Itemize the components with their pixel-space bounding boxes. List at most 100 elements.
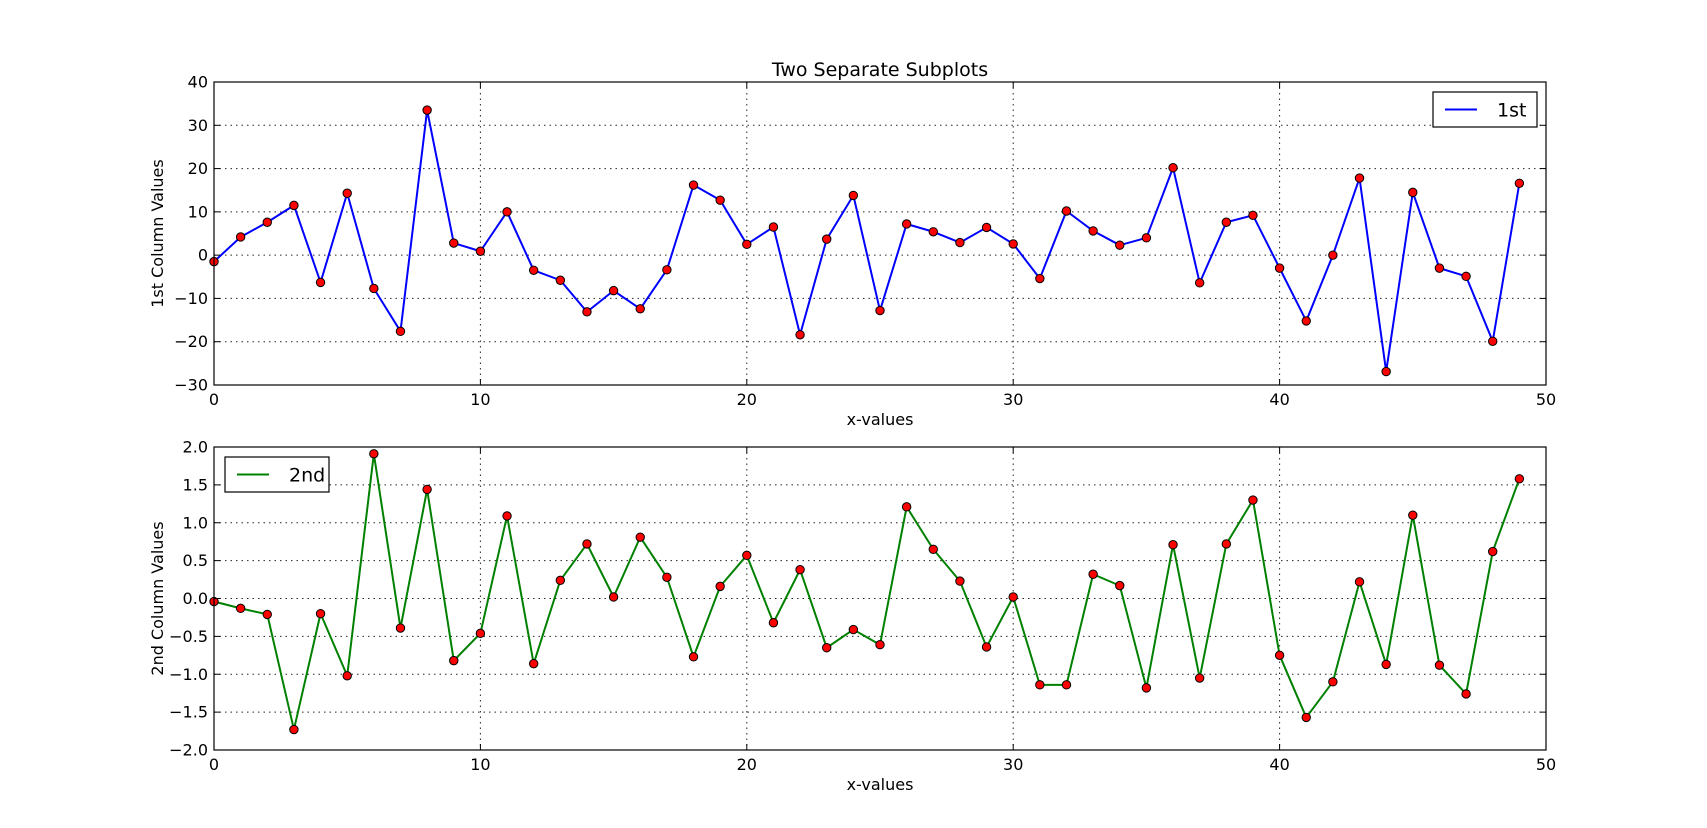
data-point bbox=[848, 624, 859, 635]
data-point bbox=[1461, 271, 1471, 282]
data-point bbox=[795, 565, 805, 575]
subplot-top: 0 10 20 30 40 50 −30 −20 −10 0 10 20 30 40 x-values 1st… bbox=[148, 73, 1556, 430]
data-point bbox=[1301, 712, 1311, 723]
data-point bbox=[422, 484, 432, 495]
data-point bbox=[555, 275, 566, 285]
data-point bbox=[928, 544, 938, 554]
y-tick-label: 20 bbox=[188, 159, 208, 178]
data-point bbox=[635, 304, 645, 314]
plot-frame bbox=[213, 81, 1547, 386]
data-point bbox=[795, 330, 805, 340]
y-tick-label: −0.5 bbox=[169, 627, 208, 646]
data-point bbox=[262, 217, 272, 227]
data-point bbox=[955, 576, 965, 586]
data-point bbox=[635, 532, 645, 542]
data-point bbox=[1381, 366, 1391, 377]
data-point bbox=[1434, 660, 1445, 670]
data-point bbox=[1301, 316, 1311, 326]
data-point bbox=[342, 188, 352, 198]
data-point bbox=[822, 234, 832, 244]
data-point bbox=[1194, 673, 1205, 683]
data-point bbox=[1488, 546, 1498, 557]
data-point bbox=[1408, 510, 1418, 520]
data-point bbox=[1221, 217, 1232, 227]
data-point bbox=[1221, 539, 1232, 549]
y-axis-label: 1st Column Values bbox=[148, 159, 167, 308]
data-point bbox=[928, 227, 938, 237]
data-point bbox=[1141, 683, 1152, 693]
y-tick-label: −2.0 bbox=[169, 741, 208, 760]
data-point bbox=[395, 623, 406, 633]
data-point bbox=[901, 219, 912, 229]
data-point bbox=[1514, 474, 1525, 484]
x-tick-label: 20 bbox=[737, 390, 757, 409]
series-line-2nd bbox=[213, 452, 1521, 731]
data-point bbox=[528, 658, 539, 669]
chart-title: Two Separate Subplots bbox=[771, 59, 988, 81]
data-point bbox=[848, 190, 859, 201]
data-point bbox=[608, 285, 619, 296]
data-point bbox=[742, 550, 752, 561]
data-point bbox=[582, 307, 592, 317]
data-point bbox=[1274, 263, 1285, 273]
x-tick-label: 50 bbox=[1536, 390, 1556, 409]
data-point bbox=[901, 502, 912, 512]
data-point bbox=[1274, 650, 1285, 661]
data-point bbox=[1061, 680, 1072, 690]
data-point bbox=[768, 618, 779, 628]
data-point bbox=[369, 449, 379, 459]
data-point bbox=[289, 724, 299, 735]
data-point bbox=[1088, 569, 1098, 579]
data-point bbox=[662, 572, 672, 582]
x-axis-label: x-values bbox=[847, 410, 914, 429]
data-point bbox=[688, 652, 699, 662]
legend: 1st bbox=[1432, 91, 1538, 128]
legend-label: 1st bbox=[1497, 100, 1526, 122]
y-tick-label: −20 bbox=[174, 332, 208, 351]
data-point bbox=[369, 283, 379, 294]
x-tick-label: 30 bbox=[1003, 755, 1023, 774]
data-point bbox=[1248, 210, 1258, 221]
data-point bbox=[1354, 173, 1365, 183]
data-point bbox=[342, 671, 352, 681]
data-point bbox=[1035, 680, 1045, 690]
y-tick-label: 0.0 bbox=[183, 589, 208, 608]
data-point bbox=[449, 655, 459, 666]
data-point bbox=[1408, 187, 1418, 198]
data-point bbox=[688, 180, 699, 190]
data-point bbox=[555, 575, 566, 586]
data-point bbox=[1168, 540, 1178, 550]
data-point bbox=[262, 609, 272, 620]
data-point bbox=[475, 628, 486, 639]
data-point bbox=[315, 608, 326, 619]
data-point bbox=[528, 265, 539, 275]
y-tick-label: 30 bbox=[188, 116, 208, 135]
y-tick-label: 1.5 bbox=[183, 475, 208, 494]
y-tick-label: 1.0 bbox=[183, 513, 208, 532]
data-point bbox=[1514, 178, 1525, 188]
data-point bbox=[449, 238, 459, 248]
data-point bbox=[955, 237, 965, 248]
data-point bbox=[1381, 659, 1391, 670]
x-tick-label: 30 bbox=[1003, 390, 1023, 409]
legend-label: 2nd bbox=[289, 465, 325, 487]
y-tick-label: −1.0 bbox=[169, 665, 208, 684]
data-point bbox=[1328, 677, 1338, 687]
data-point bbox=[875, 305, 885, 316]
x-tick-label: 50 bbox=[1536, 755, 1556, 774]
data-point bbox=[875, 640, 885, 650]
data-point bbox=[502, 207, 512, 217]
data-point bbox=[715, 581, 725, 592]
x-tick-label: 40 bbox=[1269, 390, 1289, 409]
data-point bbox=[1488, 336, 1498, 346]
subplot-bottom: 0 10 20 30 40 50 −2.0 −1.5 −1.0 −0.5 0.0 0.5 1.0 1.5 2… bbox=[148, 438, 1556, 795]
data-point bbox=[289, 200, 299, 211]
data-point bbox=[1035, 273, 1045, 284]
x-tick-label: 0 bbox=[209, 390, 219, 409]
legend: 2nd bbox=[224, 456, 330, 493]
data-point bbox=[1008, 592, 1018, 602]
x-tick-label: 0 bbox=[209, 755, 219, 774]
data-point bbox=[1248, 495, 1258, 505]
data-point bbox=[1328, 250, 1338, 260]
